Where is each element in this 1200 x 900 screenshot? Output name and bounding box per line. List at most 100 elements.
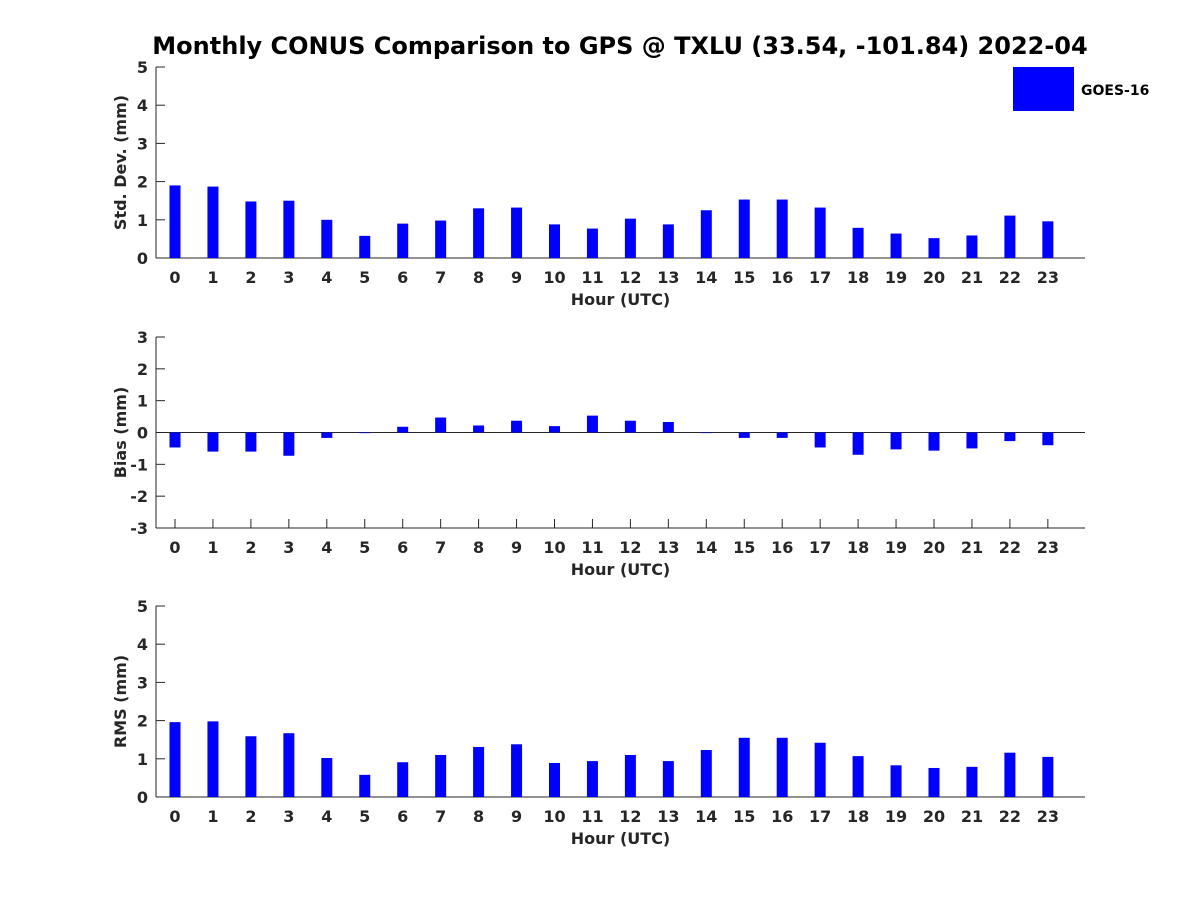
x-tick-label: 9 <box>511 268 522 287</box>
y-tick-label: -3 <box>130 519 148 538</box>
x-tick-label: 23 <box>1037 268 1059 287</box>
x-tick-label: 1 <box>207 268 218 287</box>
bar-rms-hour-4 <box>321 758 333 797</box>
x-tick-label: 17 <box>809 807 831 826</box>
bar-std-dev-hour-11 <box>586 228 598 258</box>
bar-std-dev-hour-22 <box>1004 215 1016 258</box>
y-tick-label: -2 <box>130 487 148 506</box>
bar-bias-hour-22 <box>1004 432 1016 442</box>
y-tick-label: 1 <box>137 392 148 411</box>
x-tick-label: 20 <box>923 538 945 557</box>
bar-std-dev-hour-7 <box>435 220 447 258</box>
x-tick-label: 9 <box>511 807 522 826</box>
bar-rms-hour-22 <box>1004 752 1016 797</box>
bar-bias-hour-1 <box>207 432 219 452</box>
x-tick-label: 0 <box>169 268 180 287</box>
y-axis-label: RMS (mm) <box>111 655 130 748</box>
bar-bias-hour-17 <box>814 432 826 448</box>
x-tick-label: 15 <box>733 807 755 826</box>
bar-rms-hour-20 <box>928 767 940 797</box>
bar-std-dev-hour-16 <box>776 199 788 258</box>
x-tick-label: 18 <box>847 807 869 826</box>
y-tick-label: 5 <box>137 597 148 616</box>
x-tick-label: 8 <box>473 268 484 287</box>
x-tick-label: 10 <box>543 807 565 826</box>
bar-bias-hour-4 <box>321 432 333 438</box>
x-tick-label: 1 <box>207 807 218 826</box>
bar-std-dev-hour-21 <box>966 235 978 258</box>
x-tick-label: 4 <box>321 268 332 287</box>
bar-rms-hour-16 <box>776 737 788 797</box>
x-tick-label: 10 <box>543 538 565 557</box>
x-tick-label: 6 <box>397 807 408 826</box>
bar-rms-hour-2 <box>245 736 257 797</box>
bar-bias-hour-9 <box>511 420 523 433</box>
bar-std-dev-hour-9 <box>511 207 523 258</box>
y-tick-label: 3 <box>137 328 148 347</box>
bar-rms-hour-12 <box>624 754 636 797</box>
bar-rms-hour-23 <box>1042 756 1054 797</box>
y-axis-label: Std. Dev. (mm) <box>111 95 130 230</box>
bar-std-dev-hour-5 <box>359 235 371 258</box>
x-tick-label: 8 <box>473 807 484 826</box>
bar-bias-hour-16 <box>776 432 788 438</box>
bar-std-dev-hour-13 <box>662 224 674 258</box>
x-tick-label: 21 <box>961 268 983 287</box>
bar-bias-hour-15 <box>738 432 750 438</box>
x-tick-label: 21 <box>961 807 983 826</box>
x-tick-label: 5 <box>359 538 370 557</box>
x-tick-label: 19 <box>885 807 907 826</box>
bar-rms-hour-7 <box>435 754 447 797</box>
x-tick-label: 22 <box>999 268 1021 287</box>
x-tick-label: 5 <box>359 268 370 287</box>
bar-bias-hour-8 <box>473 425 485 433</box>
x-tick-label: 18 <box>847 538 869 557</box>
bar-bias-hour-21 <box>966 432 978 449</box>
x-tick-label: 8 <box>473 538 484 557</box>
x-tick-label: 7 <box>435 268 446 287</box>
bar-bias-hour-2 <box>245 432 257 452</box>
legend: GOES-16 <box>1013 67 1149 111</box>
bar-rms-hour-10 <box>549 763 560 797</box>
x-tick-label: 3 <box>283 807 294 826</box>
x-tick-label: 5 <box>359 807 370 826</box>
bar-bias-hour-11 <box>586 415 598 433</box>
x-tick-label: 14 <box>695 807 717 826</box>
bar-rms-hour-19 <box>890 765 902 797</box>
bar-std-dev-hour-12 <box>624 218 636 258</box>
bar-std-dev-hour-3 <box>283 200 295 258</box>
x-tick-label: 4 <box>321 807 332 826</box>
y-tick-label: 2 <box>137 173 148 192</box>
x-tick-label: 17 <box>809 538 831 557</box>
x-tick-label: 7 <box>435 807 446 826</box>
x-axis-label: Hour (UTC) <box>571 829 671 848</box>
bar-rms-hour-0 <box>169 722 181 797</box>
x-tick-label: 20 <box>923 268 945 287</box>
y-tick-label: 0 <box>137 424 148 443</box>
bar-std-dev-hour-8 <box>473 208 485 258</box>
x-tick-label: 7 <box>435 538 446 557</box>
x-tick-label: 2 <box>245 538 256 557</box>
x-tick-label: 19 <box>885 538 907 557</box>
bar-rms-hour-9 <box>511 744 523 797</box>
x-tick-label: 0 <box>169 807 180 826</box>
x-tick-label: 16 <box>771 268 793 287</box>
x-tick-label: 21 <box>961 538 983 557</box>
y-tick-label: 0 <box>137 249 148 268</box>
x-tick-label: 22 <box>999 807 1021 826</box>
x-tick-label: 9 <box>511 538 522 557</box>
bar-bias-hour-23 <box>1042 432 1054 446</box>
bar-rms-hour-3 <box>283 733 295 797</box>
bar-std-dev-hour-0 <box>169 185 181 258</box>
x-tick-label: 16 <box>771 807 793 826</box>
x-tick-label: 2 <box>245 807 256 826</box>
bar-std-dev-hour-15 <box>738 199 750 258</box>
bar-bias-hour-14 <box>700 432 712 434</box>
bar-rms-hour-6 <box>397 762 409 797</box>
bar-rms-hour-1 <box>207 721 219 797</box>
legend-label-goes-16: GOES-16 <box>1081 83 1149 99</box>
x-tick-label: 1 <box>207 538 218 557</box>
x-tick-label: 3 <box>283 268 294 287</box>
